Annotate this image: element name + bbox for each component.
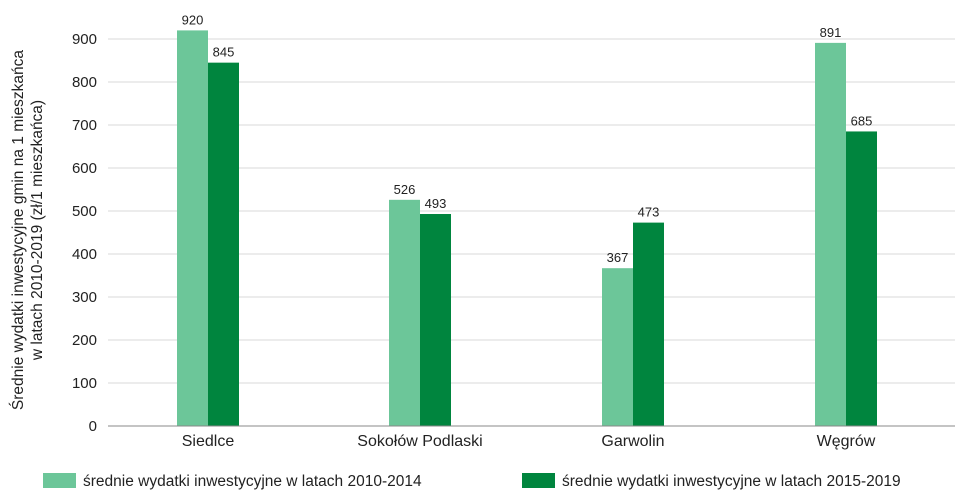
- data-label: 920: [182, 12, 204, 27]
- bar-2010-2014: [389, 199, 420, 426]
- bar-2010-2014: [815, 42, 846, 427]
- data-label: 367: [607, 250, 629, 265]
- category-label: Garwolin: [601, 433, 664, 450]
- data-label: 526: [394, 182, 416, 197]
- legend: średnie wydatki inwestycyjne w latach 20…: [43, 473, 901, 490]
- category-labels: Siedlce Sokołów Podlaski Garwolin Węgrów: [182, 433, 876, 450]
- legend-swatch: [522, 473, 555, 488]
- category-label: Siedlce: [182, 433, 235, 450]
- y-axis-title-line-1: Średnie wydatki inwestycyjne gmin na 1 m…: [9, 50, 27, 410]
- legend-item: średnie wydatki inwestycyjne w latach 20…: [43, 473, 422, 490]
- y-tick-label: 600: [72, 160, 97, 177]
- y-tick-label: 0: [89, 418, 97, 435]
- data-label: 845: [213, 45, 235, 60]
- y-tick-labels: 0 100 200 300 400 500 600 700 800 900: [72, 31, 97, 435]
- legend-swatch: [43, 473, 76, 488]
- bars: [177, 30, 877, 427]
- bar-2015-2019: [208, 62, 239, 427]
- data-labels: 920 845 526 493 367 473 891 685: [182, 12, 873, 265]
- data-label: 891: [820, 25, 842, 40]
- bar-2010-2014: [177, 30, 208, 427]
- bar-2010-2014: [602, 268, 633, 426]
- y-axis-title-line-2: w latach 2010-2019 (zł/1 mieszkańca): [29, 100, 46, 361]
- data-label: 493: [425, 196, 447, 211]
- y-tick-label: 200: [72, 332, 97, 349]
- y-tick-label: 100: [72, 375, 97, 392]
- legend-item: średnie wydatki inwestycyjne w latach 20…: [522, 473, 901, 490]
- category-label: Sokołów Podlaski: [357, 433, 482, 450]
- y-tick-label: 900: [72, 31, 97, 48]
- bar-2015-2019: [420, 214, 451, 426]
- bar-2015-2019: [846, 131, 877, 426]
- y-axis-title: Średnie wydatki inwestycyjne gmin na 1 m…: [9, 50, 46, 410]
- y-tick-label: 700: [72, 117, 97, 134]
- gridlines: [108, 38, 955, 384]
- y-tick-label: 800: [72, 74, 97, 91]
- legend-label: średnie wydatki inwestycyjne w latach 20…: [83, 473, 422, 490]
- y-tick-label: 500: [72, 203, 97, 220]
- y-tick-label: 300: [72, 289, 97, 306]
- data-label: 473: [638, 205, 660, 220]
- category-label: Węgrów: [817, 433, 876, 450]
- bar-2015-2019: [633, 222, 664, 426]
- data-label: 685: [851, 113, 873, 128]
- y-tick-label: 400: [72, 246, 97, 263]
- legend-label: średnie wydatki inwestycyjne w latach 20…: [562, 473, 901, 490]
